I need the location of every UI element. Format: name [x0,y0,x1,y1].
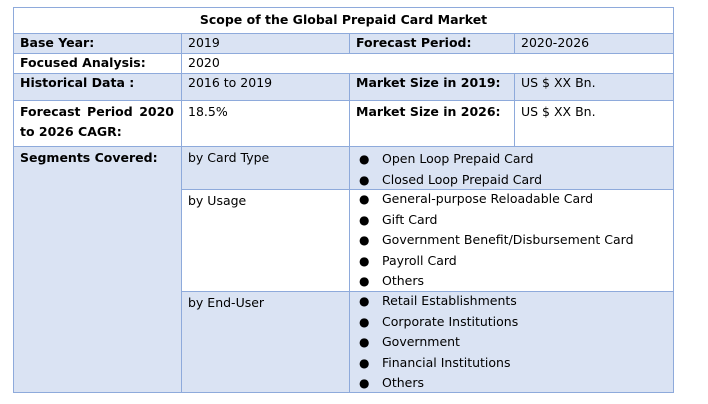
cagr-value: 18.5% [181,100,349,146]
segment-end-user-items: ● Retail Establishments ● Corporate Instit… [349,291,674,393]
list-item: ● Others [359,375,425,390]
grid-line [514,33,515,53]
grid-line [514,73,515,146]
segment-card-type-items: ● Open Loop Prepaid Card ● Closed Loop Pre… [349,146,674,189]
list-item-text: Gift Card [382,211,438,227]
market-size-2026-value: US $ XX Bn. [514,100,674,146]
list-item-text: Closed Loop Prepaid Card [382,171,542,187]
grid-line [13,53,674,54]
grid-line [349,73,350,393]
grid-line [13,7,14,393]
focused-analysis-label: Focused Analysis: [13,53,181,73]
list-item-text: Government Benefit/Disbursement Card [382,232,634,247]
grid-line [349,33,350,53]
list-item-text: Open Loop Prepaid Card [382,151,534,166]
grid-line [673,7,674,393]
base-year-label: Base Year: [13,33,181,53]
base-year-value: 2019 [181,33,349,53]
list-item: ● General-purpose Reloadable Card [359,191,594,206]
list-item-text: Payroll Card [382,252,457,268]
grid-line [181,291,674,292]
list-item: ● Government Benefit/Disbursement Card [359,232,634,247]
historical-data-value: 2016 to 2019 [181,73,349,100]
list-item: ● Government [359,334,460,349]
list-item: ● Payroll Card [359,252,457,268]
forecast-period-value: 2020-2026 [514,33,674,53]
market-size-2026-label: Market Size in 2026: [349,100,514,146]
grid-line [13,33,674,34]
segment-end-user-name: by End-User [181,291,349,393]
list-item-text: General-purpose Reloadable Card [382,191,594,206]
focused-analysis-value: 2020 [181,53,674,73]
grid-line [181,189,674,190]
scope-table: Scope of the Global Prepaid Card Market … [13,7,674,393]
market-size-2019-value: US $ XX Bn. [514,73,674,100]
grid-line [13,146,674,147]
forecast-period-label: Forecast Period: [349,33,514,53]
table-title: Scope of the Global Prepaid Card Market [13,7,674,33]
historical-data-label: Historical Data : [13,73,181,100]
segment-usage-name: by Usage [181,189,349,291]
list-item: ● Retail Establishments [359,293,517,308]
grid-line [181,33,182,393]
list-item: ● Corporate Institutions [359,313,519,329]
segments-covered-label: Segments Covered: [13,146,181,393]
segment-usage-items: ● General-purpose Reloadable Card ● Gift C… [349,189,674,291]
list-item: ● Others [359,273,425,288]
grid-line [13,73,674,74]
list-item: ● Open Loop Prepaid Card [359,151,534,166]
list-item-text: Retail Establishments [382,293,517,308]
list-item-text: Others [382,375,425,390]
segment-card-type-name: by Card Type [181,146,349,189]
list-item: ● Gift Card [359,211,438,227]
list-item-text: Government [382,334,460,349]
list-item-text: Others [382,273,425,288]
list-item: ● Closed Loop Prepaid Card [359,171,542,187]
list-item-text: Financial Institutions [382,354,511,370]
grid-line [13,100,674,101]
market-size-2019-label: Market Size in 2019: [349,73,514,100]
grid-line [13,7,674,8]
list-item-text: Corporate Institutions [382,313,519,329]
grid-line [13,392,674,393]
list-item: ● Financial Institutions [359,354,511,370]
cagr-label: Forecast Period 2020 to 2026 CAGR: [13,100,181,146]
